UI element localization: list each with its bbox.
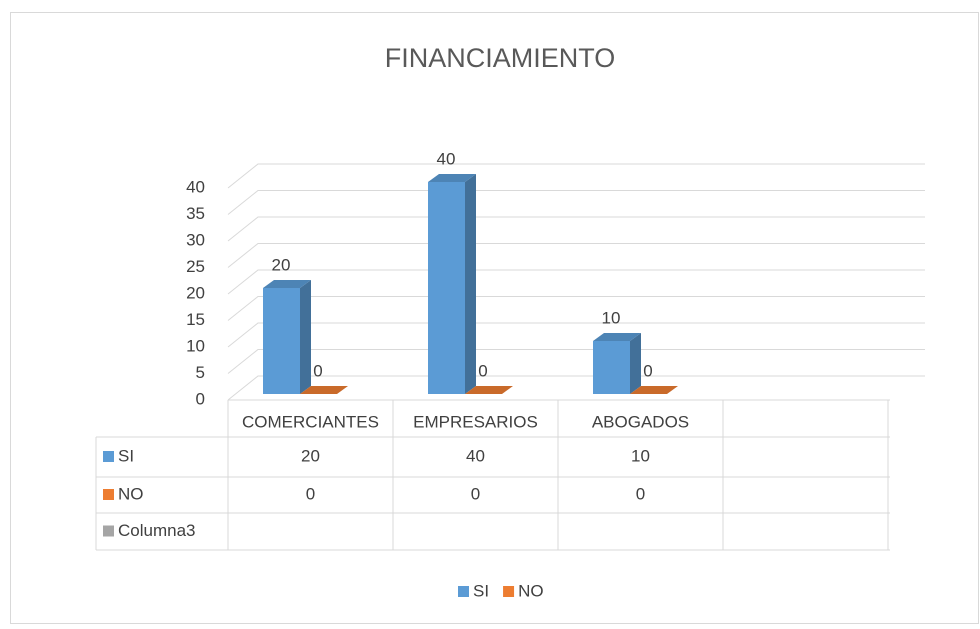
bar-side	[300, 280, 311, 394]
data-label: 10	[602, 308, 621, 327]
data-label: 0	[478, 361, 487, 380]
y-tick-label: 30	[186, 230, 205, 249]
y-tick-label: 40	[186, 177, 205, 196]
bar-front	[593, 341, 630, 394]
bar-side	[630, 333, 641, 394]
grid-line	[227, 296, 925, 321]
bar-top	[300, 386, 348, 394]
table-cell: 10	[631, 446, 650, 465]
y-tick-label: 20	[186, 283, 205, 302]
table-cell: 20	[301, 446, 320, 465]
data-label: 0	[313, 361, 322, 380]
bar-top	[465, 386, 513, 394]
x-tick-label: ABOGADOS	[592, 412, 689, 431]
table-legend-key	[103, 525, 114, 537]
bar	[593, 333, 641, 394]
x-tick-label: COMERCIANTES	[242, 412, 379, 431]
grid-line	[227, 190, 925, 215]
y-tick-label: 0	[196, 389, 205, 408]
grid-line	[227, 216, 925, 242]
legend-label: NO	[518, 581, 544, 600]
table-legend-key	[103, 489, 114, 500]
bar-top	[630, 386, 678, 394]
table-row-label: NO	[118, 484, 144, 503]
x-tick-label: EMPRESARIOS	[413, 412, 538, 431]
grid-line	[227, 269, 925, 295]
bar-top	[428, 174, 476, 182]
grid-line	[227, 163, 925, 189]
table-cell: 40	[466, 446, 485, 465]
data-label: 0	[643, 361, 652, 380]
bar	[300, 386, 348, 394]
table-legend-key	[103, 451, 114, 462]
legend-label: SI	[473, 581, 489, 600]
y-tick-label: 10	[186, 336, 205, 355]
bar	[630, 386, 678, 394]
data-label: 20	[272, 255, 291, 274]
table-cell: 0	[306, 484, 315, 503]
chart-border	[10, 12, 979, 624]
bar-top	[263, 280, 311, 288]
bar-front	[263, 288, 300, 394]
legend-key	[458, 586, 469, 597]
y-tick-label: 25	[186, 257, 205, 276]
bar	[465, 386, 513, 394]
bar	[263, 280, 311, 394]
grid-line	[227, 375, 925, 401]
table-cell: 0	[636, 484, 645, 503]
grid-line	[227, 243, 925, 268]
bar-top	[593, 333, 641, 341]
bar-side	[465, 174, 476, 394]
data-label: 40	[437, 149, 456, 168]
chart-title: FINANCIAMIENTO	[385, 43, 616, 73]
y-tick-label: 15	[186, 310, 205, 329]
bar	[428, 174, 476, 394]
y-tick-label: 5	[196, 363, 205, 382]
bar-front	[428, 182, 465, 394]
table-row-label: SI	[118, 446, 134, 465]
grid-line	[227, 349, 925, 374]
y-tick-label: 35	[186, 204, 205, 223]
table-row-label: Columna3	[118, 521, 196, 540]
table-cell: 0	[471, 484, 480, 503]
legend-key	[503, 586, 515, 597]
grid-line	[227, 322, 925, 348]
